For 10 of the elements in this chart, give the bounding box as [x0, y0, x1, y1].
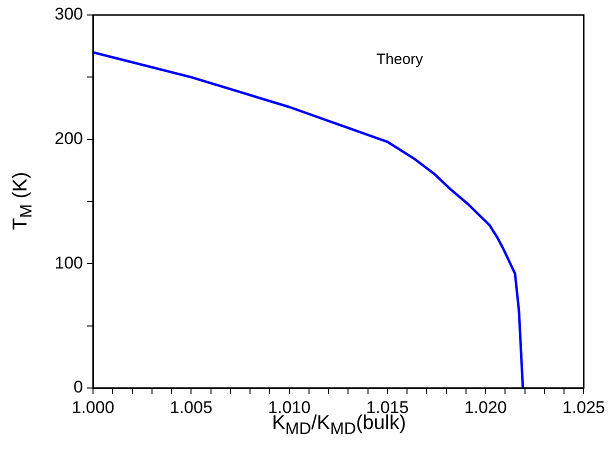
y-tick-label: 0 [74, 378, 83, 397]
y-tick-label: 100 [54, 253, 83, 272]
x-axis-title: K$_{MD}$/K$_{MD}$(bulk) [272, 412, 406, 438]
y-tick-label: 200 [54, 129, 83, 148]
y-tick-label: 300 [54, 4, 83, 24]
x-tick-label: 1.005 [170, 398, 212, 417]
x-tick-label: 1.000 [72, 398, 114, 417]
x-tick-label: 1.025 [562, 398, 606, 417]
x-tick-label: 1.020 [464, 398, 507, 417]
annotation: Theory [376, 51, 424, 68]
